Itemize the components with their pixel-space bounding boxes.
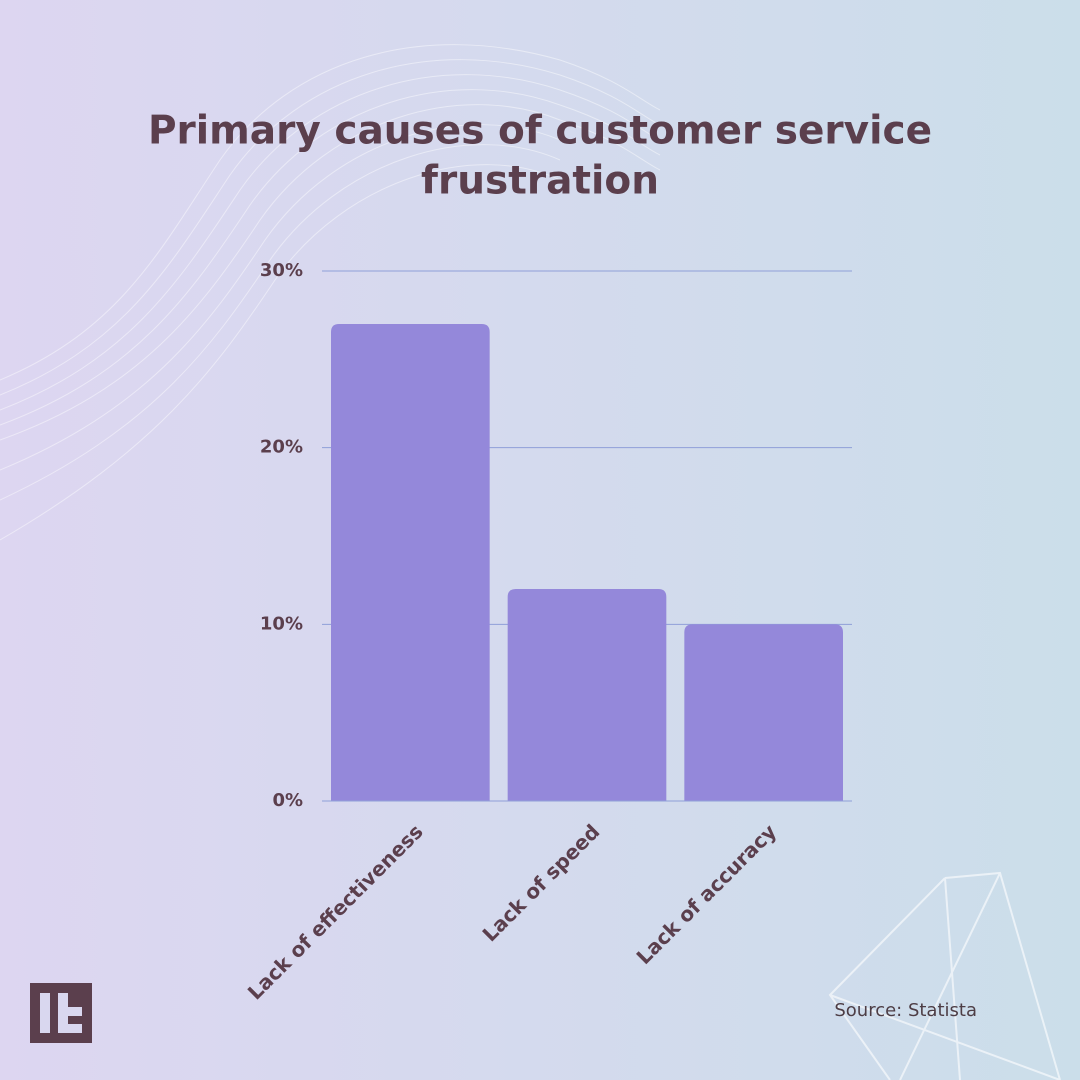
source-note: Source: Statista — [834, 1000, 977, 1021]
bar — [684, 624, 843, 801]
chart-title: frustration — [421, 159, 659, 204]
logo — [30, 983, 92, 1043]
bar — [331, 324, 490, 801]
y-tick-label: 0% — [272, 790, 303, 811]
y-tick-label: 30% — [260, 260, 303, 281]
decor-waves — [0, 44, 661, 541]
chart-title: Primary causes of customer service — [148, 109, 932, 154]
y-tick-label: 10% — [260, 613, 303, 634]
y-tick-label: 20% — [260, 437, 303, 458]
bar — [507, 589, 667, 801]
decor-prism — [828, 871, 1061, 1080]
